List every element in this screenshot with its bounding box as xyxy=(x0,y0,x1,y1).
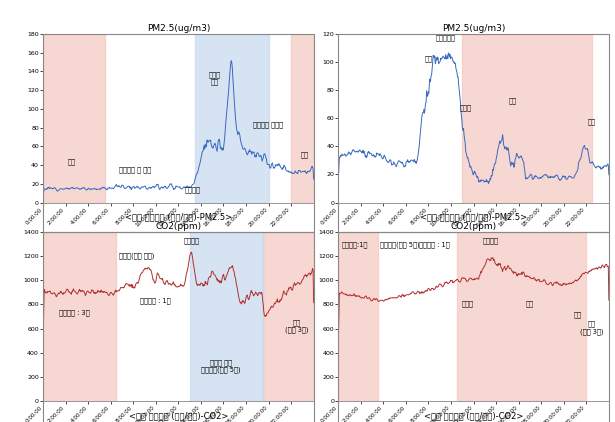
Bar xyxy=(43,232,116,401)
Bar xyxy=(263,232,314,401)
Text: 아침준비 및 청소: 아침준비 및 청소 xyxy=(119,166,152,173)
Text: 수업시작: 수업시작 xyxy=(185,187,201,193)
Text: 재실인원 : 1명: 재실인원 : 1명 xyxy=(419,241,450,248)
Text: 화분물주기: 화분물주기 xyxy=(435,34,455,41)
Text: 수면: 수면 xyxy=(301,152,309,159)
Bar xyxy=(462,34,592,203)
Text: 외출: 외출 xyxy=(526,300,534,307)
Text: <식물 설치가구 (주말/주방)-PM2.5>: <식물 설치가구 (주말/주방)-PM2.5> xyxy=(420,213,527,222)
Text: 수면: 수면 xyxy=(67,158,75,165)
Title: CO2(ppm): CO2(ppm) xyxy=(155,222,202,231)
Text: 외출: 외출 xyxy=(509,97,517,104)
Text: 재실인원 : 1명: 재실인원 : 1명 xyxy=(140,298,171,304)
Title: PM2.5(ug/m3): PM2.5(ug/m3) xyxy=(442,24,506,33)
Bar xyxy=(196,34,269,203)
Text: 재실인원(인원 5명): 재실인원(인원 5명) xyxy=(381,241,420,248)
Bar xyxy=(43,34,105,203)
Text: 설거치: 설거치 xyxy=(462,300,474,307)
Bar xyxy=(456,232,586,401)
Text: 재실인원:1명: 재실인원:1명 xyxy=(342,241,368,248)
Title: CO2(ppm): CO2(ppm) xyxy=(450,222,497,231)
Text: 재실인원 : 3명: 재실인원 : 3명 xyxy=(59,310,90,316)
Text: <식물 설치가구 (주말/주방)-CO2>: <식물 설치가구 (주말/주방)-CO2> xyxy=(424,411,523,420)
Text: 설거지: 설거지 xyxy=(459,105,472,111)
Text: 피아노
수업: 피아노 수업 xyxy=(208,71,220,85)
Text: 수업시작: 수업시작 xyxy=(482,238,499,244)
Text: 수업시작: 수업시작 xyxy=(184,238,200,244)
Text: 기상: 기상 xyxy=(424,55,432,62)
Text: 수면
(인원 3명): 수면 (인원 3명) xyxy=(285,319,309,333)
Text: 피아노 수업
재실인원(평균 5명): 피아노 수업 재실인원(평균 5명) xyxy=(201,359,241,373)
Title: PM2.5(ug/m3): PM2.5(ug/m3) xyxy=(146,24,210,33)
Text: 애완동물 돌보기: 애완동물 돌보기 xyxy=(253,121,284,127)
Bar xyxy=(291,34,314,203)
Text: 야식: 야식 xyxy=(588,119,596,125)
Text: <식물 설치가구 (평일/주방)-CO2>: <식물 설치가구 (평일/주방)-CO2> xyxy=(129,411,228,420)
Text: 수면
(인원 3명): 수면 (인원 3명) xyxy=(580,320,604,335)
Text: 청소기(환기 실시): 청소기(환기 실시) xyxy=(119,252,154,259)
Text: 환기: 환기 xyxy=(573,311,581,318)
Text: <식물 설치가구 (평일/주방)-PM2.5>: <식물 설치가구 (평일/주방)-PM2.5> xyxy=(125,213,232,222)
Bar xyxy=(338,232,378,401)
Bar xyxy=(189,232,263,401)
